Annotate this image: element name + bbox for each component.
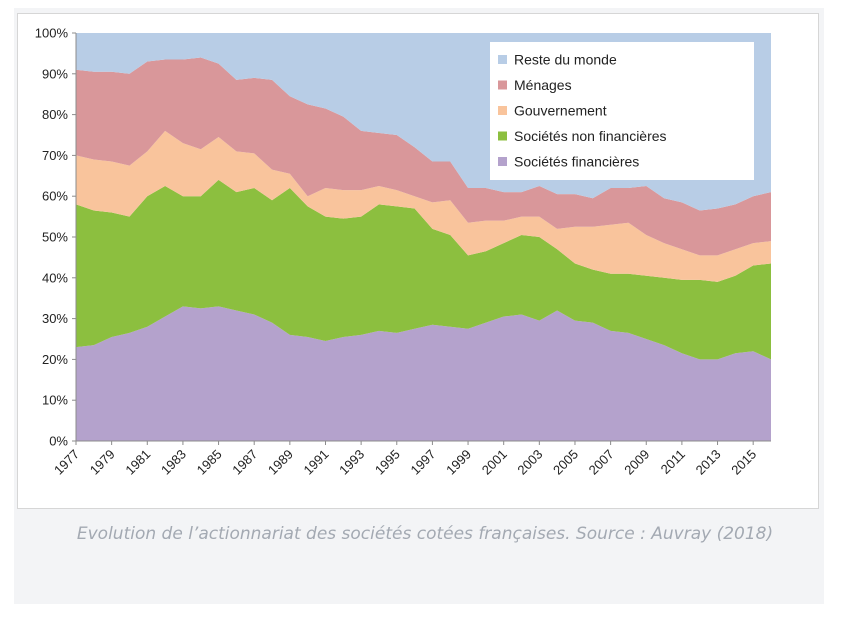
y-tick-label: 90%: [42, 66, 68, 81]
x-tick-label: 2013: [693, 447, 724, 478]
y-tick-label: 10%: [42, 393, 68, 408]
area-series-1: [76, 179, 771, 360]
area-series-3: [76, 57, 771, 256]
legend-label: Reste du monde: [514, 52, 617, 68]
area-series-0: [76, 306, 771, 441]
x-tick-label: 1995: [372, 447, 403, 478]
x-tick-label: 1979: [87, 447, 118, 478]
legend-swatch: [498, 106, 507, 115]
legend-label: Sociétés financières: [514, 154, 639, 170]
y-tick-label: 30%: [42, 311, 68, 326]
y-tick-label: 70%: [42, 148, 68, 163]
legend-box: [490, 42, 754, 180]
x-tick-label: 1985: [194, 447, 225, 478]
y-tick-label: 0%: [49, 434, 68, 449]
y-tick-label: 60%: [42, 189, 68, 204]
x-tick-label: 1997: [407, 447, 438, 478]
area-series-2: [76, 130, 771, 282]
legend-swatch: [498, 80, 507, 90]
y-tick-label: 80%: [42, 107, 68, 122]
x-tick-label: 1981: [122, 447, 153, 478]
x-tick-label: 1987: [229, 447, 260, 478]
x-tick-label: 1977: [51, 447, 82, 478]
y-tick-label: 100%: [35, 26, 69, 41]
x-tick-label: 2009: [621, 447, 652, 478]
x-tick-label: 1993: [336, 447, 367, 478]
figure-caption: Evolution de l’actionnariat des sociétés…: [76, 524, 774, 544]
legend-label: Gouvernement: [514, 103, 607, 119]
x-tick-label: 2001: [479, 447, 510, 478]
x-tick-label: 2015: [728, 447, 759, 478]
y-tick-label: 40%: [42, 270, 68, 285]
legend-label: Sociétés non financières: [514, 128, 667, 144]
x-tick-label: 2007: [586, 447, 617, 478]
x-tick-label: 2011: [658, 447, 688, 477]
x-tick-label: 1989: [265, 447, 296, 478]
x-tick-label: 1983: [158, 447, 189, 478]
y-tick-label: 20%: [42, 352, 68, 367]
x-tick-label: 2003: [514, 447, 545, 478]
x-tick-label: 1991: [301, 447, 332, 478]
chart-container: 0% 10% 20% 30% 40% 50% 60% 70% 80% 90% 100% 1977 197…: [17, 13, 819, 509]
legend-swatch: [498, 157, 507, 166]
legend-swatch: [498, 55, 507, 64]
stacked-area-chart: 0% 10% 20% 30% 40% 50% 60% 70% 80% 90% 100% 1977 197…: [35, 26, 771, 478]
x-tick-label: 2005: [550, 447, 581, 478]
legend-swatch: [498, 131, 507, 141]
legend-label: Ménages: [514, 77, 572, 93]
y-tick-label: 50%: [42, 230, 68, 245]
x-tick-label: 1999: [443, 447, 474, 478]
